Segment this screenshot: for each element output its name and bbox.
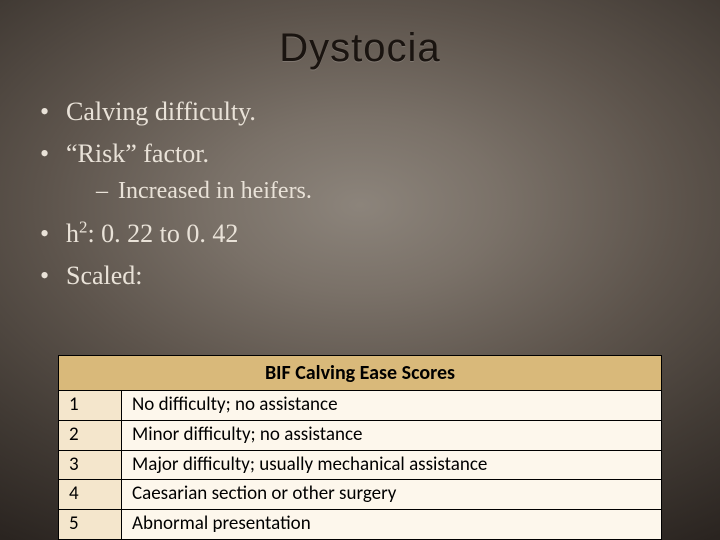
slide: Dystocia Calving difficulty. “Risk” fact…	[0, 0, 720, 540]
bullet-heritability: h2: 0. 22 to 0. 42	[38, 215, 682, 253]
sub-bullet-list: Increased in heifers.	[66, 174, 682, 209]
score-description: No difficulty; no assistance	[122, 391, 662, 421]
table-row: 5 Abnormal presentation	[59, 510, 662, 540]
score-number: 2	[59, 420, 122, 450]
score-description: Minor difficulty; no assistance	[122, 420, 662, 450]
table-row: 2 Minor difficulty; no assistance	[59, 420, 662, 450]
heritability-symbol: h	[66, 219, 79, 248]
score-description: Caesarian section or other surgery	[122, 480, 662, 510]
slide-title: Dystocia	[0, 0, 720, 71]
bullet-calving-difficulty: Calving difficulty.	[38, 93, 682, 131]
score-description: Abnormal presentation	[122, 510, 662, 540]
slide-body: Calving difficulty. “Risk” factor. Incre…	[0, 71, 720, 295]
bullet-risk-factor-text: “Risk” factor.	[66, 139, 209, 168]
table-row: 3 Major difficulty; usually mechanical a…	[59, 450, 662, 480]
scores-table-header: BIF Calving Ease Scores	[59, 356, 662, 391]
score-description: Major difficulty; usually mechanical ass…	[122, 450, 662, 480]
score-number: 5	[59, 510, 122, 540]
score-number: 3	[59, 450, 122, 480]
table-row: 1 No difficulty; no assistance	[59, 391, 662, 421]
sub-bullet-heifers: Increased in heifers.	[96, 174, 682, 209]
heritability-range: : 0. 22 to 0. 42	[87, 219, 238, 248]
score-number: 1	[59, 391, 122, 421]
scores-table: BIF Calving Ease Scores 1 No difficulty;…	[58, 355, 662, 540]
bullet-list: Calving difficulty. “Risk” factor. Incre…	[38, 93, 682, 295]
table-row: 4 Caesarian section or other surgery	[59, 480, 662, 510]
scores-table-wrap: BIF Calving Ease Scores 1 No difficulty;…	[58, 355, 662, 540]
bullet-risk-factor: “Risk” factor. Increased in heifers.	[38, 135, 682, 209]
score-number: 4	[59, 480, 122, 510]
bullet-scaled: Scaled:	[38, 257, 682, 295]
